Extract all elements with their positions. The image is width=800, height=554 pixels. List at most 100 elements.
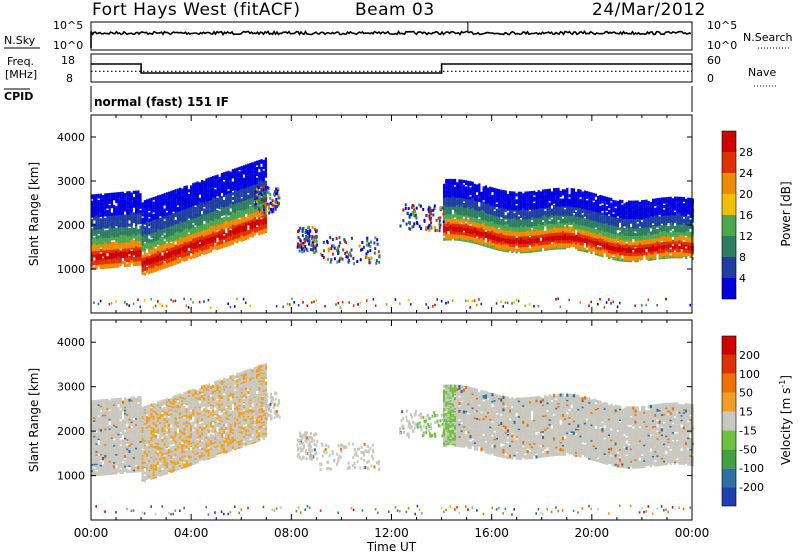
- power-cell: [108, 216, 111, 220]
- power-cell: [128, 249, 131, 253]
- power-cell: [150, 268, 153, 272]
- power-cell: [194, 228, 197, 232]
- power-cell: [495, 197, 498, 201]
- power-clutter: [209, 306, 212, 309]
- power-cell: [161, 223, 164, 227]
- power-cell: [174, 201, 177, 205]
- power-cell: [203, 180, 206, 184]
- power-cell: [183, 244, 186, 248]
- power-cell: [132, 212, 135, 216]
- power-cell: [99, 244, 102, 248]
- power-cell: [225, 210, 228, 214]
- power-cell: [555, 229, 558, 233]
- power-cell: [95, 254, 98, 258]
- power-cell: [249, 186, 252, 190]
- power-cell: [102, 241, 105, 245]
- power-cell: [517, 236, 520, 240]
- power-cell: [535, 228, 538, 233]
- power-cell: [242, 214, 245, 218]
- power-cell: [456, 182, 459, 186]
- power-cell: [245, 179, 248, 184]
- power-cell: [190, 202, 193, 206]
- power-cell: [454, 200, 457, 204]
- power-cell: [480, 218, 483, 222]
- power-cell: [168, 191, 171, 195]
- power-clutter: [159, 302, 161, 306]
- power-cell: [227, 184, 230, 188]
- power-cell: [482, 217, 485, 221]
- power-cell: [119, 221, 122, 225]
- power-cell: [236, 181, 239, 185]
- power-cell: [121, 201, 124, 205]
- power-cell: [106, 263, 109, 268]
- power-cell: [124, 245, 127, 249]
- power-cell: [203, 208, 206, 212]
- power-cell: [159, 262, 162, 266]
- power-clutter: [137, 298, 139, 301]
- power-cell: [179, 221, 182, 225]
- power-cell: [572, 188, 575, 192]
- power-cell: [104, 221, 107, 225]
- power-cell: [172, 250, 175, 254]
- power-cell: [179, 198, 182, 202]
- power-cell: [443, 217, 446, 221]
- power-cell: [247, 205, 250, 209]
- power-cell: [130, 195, 133, 199]
- power-cell: [264, 194, 267, 198]
- power-cell: [447, 222, 450, 226]
- power-cell: [201, 200, 204, 204]
- power-cell: [458, 228, 461, 232]
- power-cell: [478, 208, 481, 212]
- power-cell: [93, 226, 96, 230]
- power-cell: [465, 192, 468, 196]
- power-cell: [168, 207, 171, 211]
- power-cell: [456, 236, 459, 240]
- power-cell: [128, 246, 131, 250]
- power-cell: [251, 234, 254, 238]
- power-cell: [93, 203, 96, 207]
- power-cell: [170, 217, 173, 221]
- power-cell: [467, 206, 470, 210]
- power-cell: [524, 202, 527, 206]
- power-cell: [245, 190, 248, 194]
- power-cell: [524, 216, 527, 220]
- power-cell: [148, 244, 151, 248]
- power-clutter: [555, 298, 557, 301]
- power-cell: [165, 237, 168, 241]
- power-clutter: [99, 299, 102, 303]
- power-cell: [258, 232, 261, 236]
- power-cell: [194, 190, 197, 194]
- power-cell: [238, 219, 241, 223]
- power-cell: [216, 242, 219, 246]
- power-cell: [260, 166, 263, 170]
- power-cell: [139, 205, 142, 209]
- power-cell: [229, 194, 232, 198]
- power-cell: [245, 201, 248, 205]
- power-cell: [231, 212, 234, 216]
- power-cell: [489, 216, 492, 220]
- power-cell: [212, 246, 215, 251]
- power-cell: [165, 243, 168, 247]
- power-cell: [176, 191, 179, 195]
- power-cell: [165, 247, 168, 251]
- power-cell: [137, 215, 140, 219]
- power-cell: [544, 215, 547, 219]
- power-cell: [451, 225, 454, 229]
- power-cell: [124, 257, 127, 261]
- power-cell: [451, 195, 454, 199]
- power-cell: [454, 219, 457, 223]
- power-cell: [537, 204, 540, 208]
- power-cell: [478, 188, 481, 192]
- power-cell: [141, 254, 144, 258]
- power-cell: [561, 189, 564, 193]
- power-cell: [154, 207, 157, 211]
- power-cell: [489, 208, 492, 212]
- power-cell: [159, 237, 162, 241]
- power-cell: [214, 204, 217, 208]
- power-cell: [179, 247, 182, 251]
- power-cell: [473, 237, 476, 241]
- power-clutter: [185, 304, 188, 307]
- power-cell: [95, 212, 98, 216]
- power-cell: [473, 211, 476, 215]
- power-clutter: [533, 305, 535, 308]
